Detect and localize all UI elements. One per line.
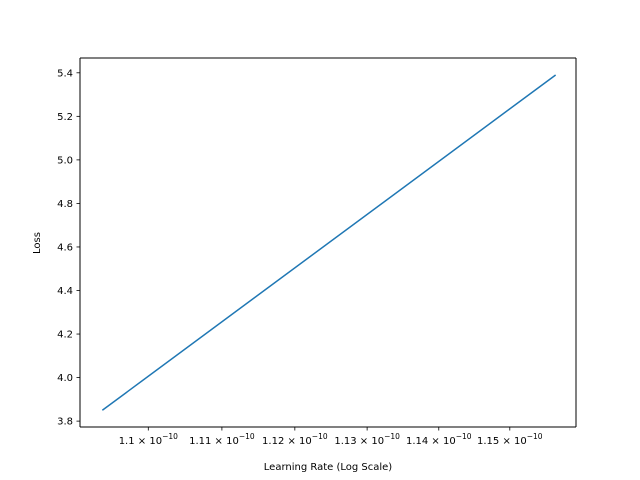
y-tick-label: 4.4 <box>57 286 73 297</box>
x-tick-label: 1.1 × 10−10 <box>119 432 178 447</box>
x-axis-label: Learning Rate (Log Scale) <box>264 462 393 473</box>
y-tick-label: 4.2 <box>57 330 73 341</box>
y-tick-label: 4.0 <box>57 373 73 384</box>
x-tick-label: 1.13 × 10−10 <box>334 432 400 447</box>
x-tick-label: 1.11 × 10−10 <box>189 432 255 447</box>
series-line-0 <box>101 74 557 411</box>
y-axis-ticks: 3.8 4.0 4.2 4.4 4.6 4.8 5.0 5.2 5.4 <box>57 68 80 428</box>
y-tick-label: 4.8 <box>57 199 73 210</box>
y-tick-label: 4.6 <box>57 242 73 253</box>
x-axis-ticks: 1.1 × 10−10 1.11 × 10−10 1.12 × 10−10 1.13 … <box>119 427 543 447</box>
y-tick-label: 5.0 <box>57 155 73 166</box>
x-tick-label: 1.14 × 10−10 <box>406 432 472 447</box>
y-axis-label: Loss <box>32 232 43 254</box>
y-tick-label: 5.2 <box>57 112 73 123</box>
x-tick-label: 1.12 × 10−10 <box>262 432 328 447</box>
plot-layer <box>101 74 557 411</box>
axes-frame <box>79 57 577 428</box>
x-tick-label: 1.15 × 10−10 <box>477 432 543 447</box>
y-tick-label: 5.4 <box>57 68 73 79</box>
y-tick-label: 3.8 <box>57 417 73 428</box>
